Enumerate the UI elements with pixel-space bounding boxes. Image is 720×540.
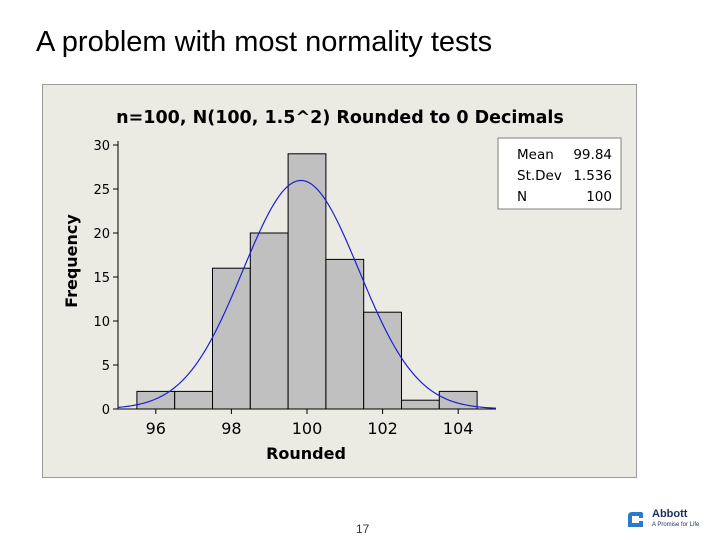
histogram-bar (212, 267, 251, 410)
stats-value: 1.536 (573, 168, 612, 184)
y-tick-label: 20 (93, 227, 110, 242)
stats-label: Mean (517, 147, 554, 163)
histogram-bar (401, 399, 440, 410)
logo-name: Abbott (652, 508, 688, 520)
x-tick-label: 98 (221, 419, 241, 438)
y-tick-label: 0 (102, 403, 110, 418)
histogram-bar (174, 390, 213, 410)
plot-area: 0 5 10 15 20 25 30 96 98 100 102 104 (93, 139, 497, 438)
stats-value: 100 (586, 189, 612, 205)
histogram-chart: n=100, N(100, 1.5^2) Rounded to 0 Decima… (42, 84, 637, 478)
histogram-bar (363, 311, 403, 410)
y-tick-label: 10 (93, 315, 110, 330)
slide-title: A problem with most normality tests (36, 26, 493, 58)
histogram-bar (136, 390, 176, 410)
x-tick-label: 104 (443, 419, 474, 438)
stats-legend-box (497, 137, 622, 210)
page-number: 17 (356, 522, 370, 536)
stats-legend: Mean 99.84 St.Dev 1.536 N 100 (497, 137, 622, 210)
logo-tagline: A Promise for Life (652, 522, 700, 528)
y-tick-label: 15 (93, 271, 110, 286)
normal-fit-curve (117, 179, 497, 409)
y-tick-label: 25 (93, 183, 110, 198)
chart-canvas: n=100, N(100, 1.5^2) Rounded to 0 Decima… (62, 108, 622, 463)
abbott-logo: Abbott A Promise for Life (626, 507, 716, 533)
x-tick-label: 102 (367, 419, 398, 438)
x-axis-label: Rounded (266, 444, 346, 463)
y-axis-label: Frequency (62, 214, 81, 308)
stats-label: N (517, 189, 527, 205)
stats-label: St.Dev (517, 168, 562, 184)
histogram-bar (249, 232, 289, 410)
abbott-logo-icon (628, 512, 643, 527)
x-tick-label: 96 (146, 419, 166, 438)
y-tick-label: 30 (93, 139, 110, 154)
chart-title: n=100, N(100, 1.5^2) Rounded to 0 Decima… (116, 108, 564, 128)
stats-value: 99.84 (573, 147, 612, 163)
y-tick-label: 5 (102, 359, 110, 374)
x-tick-label: 100 (292, 419, 323, 438)
histogram-bar (325, 258, 365, 410)
